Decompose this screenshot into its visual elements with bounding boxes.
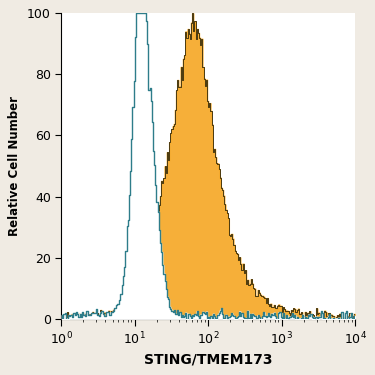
Y-axis label: Relative Cell Number: Relative Cell Number <box>8 96 21 236</box>
X-axis label: STING/TMEM173: STING/TMEM173 <box>144 352 272 367</box>
